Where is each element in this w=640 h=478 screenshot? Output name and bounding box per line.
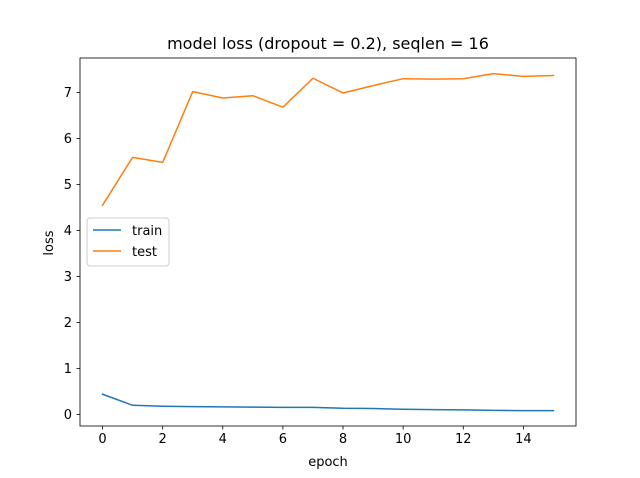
y-tick-label: 3 [64,270,72,285]
x-axis-label: epoch [308,455,348,470]
y-tick-label: 6 [64,132,72,147]
x-tick-label: 14 [515,432,532,447]
y-tick-label: 0 [64,408,72,423]
series-line-train [101,393,555,412]
y-axis-label: loss [42,230,57,255]
series-line-test [101,72,555,207]
x-tick-label: 6 [279,432,287,447]
x-tick-label: 4 [219,432,227,447]
y-tick-label: 1 [64,362,72,377]
y-tick-label: 5 [64,178,72,193]
legend-label-train: train [132,224,162,239]
y-tick-label: 2 [64,316,72,331]
x-tick-label: 8 [339,432,347,447]
x-tick-label: 10 [395,432,412,447]
x-tick-label: 12 [455,432,472,447]
legend-label-test: test [132,245,157,260]
legend: train test [86,217,170,267]
x-tick-label: 0 [98,432,106,447]
y-tick-label: 4 [64,224,72,239]
x-tick-label: 2 [159,432,167,447]
axes-frame [79,57,577,427]
chart-title: model loss (dropout = 0.2), seqlen = 16 [167,34,489,53]
y-tick-label: 7 [64,86,72,101]
